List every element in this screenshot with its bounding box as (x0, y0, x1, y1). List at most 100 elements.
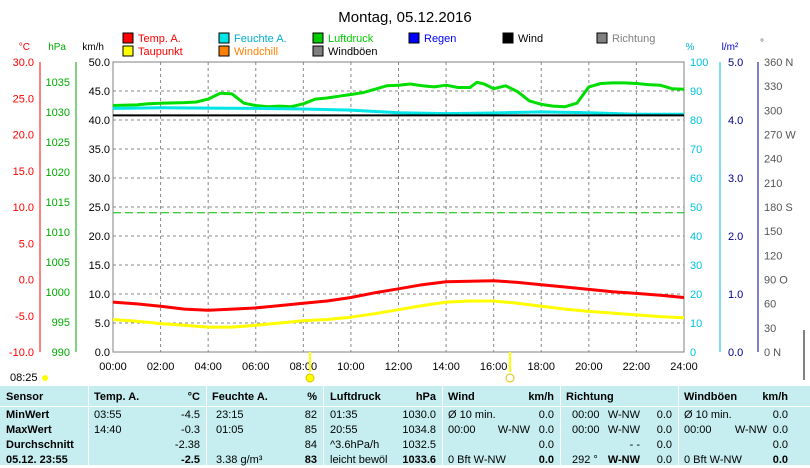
table-cell-luft-time: ^3.6hPa/h (330, 439, 380, 451)
rain-unit: l/m² (722, 42, 739, 53)
table-cell-luft-val: 1030.0 (402, 409, 436, 421)
x-tick-label: 04:00 (194, 361, 222, 373)
pressure-tick-label: 1020 (46, 167, 70, 179)
temp-tick-label: 0.0 (19, 275, 34, 287)
x-tick-label: 08:00 (290, 361, 318, 373)
table-cell-feuchte-time: 23:15 (216, 409, 244, 421)
rain-tick-label: 0.0 (728, 347, 743, 359)
header-feuchte-unit: % (307, 391, 317, 403)
pressure-unit: hPa (48, 42, 66, 53)
table-cell-temp-val: -2.5 (181, 454, 200, 466)
table-cell-richt-num: 0.0 (656, 424, 672, 436)
humidity-tick-label: 40 (690, 231, 702, 243)
humidity-tick-label: 0 (690, 347, 696, 359)
legend-swatch (502, 32, 514, 44)
legend-swatch (218, 32, 230, 44)
table-cell-feuchte-val: 85 (304, 424, 317, 436)
table-cell-boeen-dir: W-NW (734, 424, 767, 436)
pressure-tick-label: 1000 (46, 287, 70, 299)
table-cell-luft-val: 1032.5 (402, 439, 436, 451)
table-cell-boeen-val: 0.0 (772, 424, 788, 436)
humidity-tick-label: 20 (690, 289, 702, 301)
series-line-luftdruck (112, 80, 685, 109)
weather-chart: Montag, 05.12.2016 Temp. A. Feuchte A. Luft… (9, 9, 805, 384)
humidity-tick-label: 10 (690, 318, 702, 330)
legend-label: Wind (518, 33, 543, 45)
wind-tick-label: 10.0 (89, 289, 110, 301)
legend-label: Feuchte A. (234, 33, 287, 45)
temp-tick-label: 10.0 (13, 202, 34, 214)
wind-tick-label: 30.0 (89, 173, 110, 185)
table-cell-boeen-val: 0.0 (772, 439, 788, 451)
pressure-tick-label: 1025 (46, 137, 70, 149)
temp-tick-label: 15.0 (13, 166, 34, 178)
table-cell-feuchte-val: 82 (304, 409, 317, 421)
humidity-tick-label: 100 (690, 57, 708, 69)
direction-tick-label: 0 N (764, 347, 781, 359)
wind-tick-label: 25.0 (89, 202, 110, 214)
legend-swatch (122, 45, 134, 57)
x-tick-label: 20:00 (575, 361, 603, 373)
sunset-icon (505, 373, 515, 383)
wind-tick-label: 5.0 (95, 318, 110, 330)
wind-tick-label: 40.0 (89, 115, 110, 127)
table-cell-temp-val: -2.38 (174, 439, 200, 451)
legend-swatch (122, 32, 134, 44)
header-windboeen-unit: km/h (762, 391, 788, 403)
table-cell-richt-num: 0.0 (656, 454, 672, 466)
temp-tick-label: 5.0 (19, 238, 34, 250)
series-line-taupunkt (112, 299, 685, 329)
humidity-tick-label: 80 (690, 115, 702, 127)
wind-tick-label: 20.0 (89, 231, 110, 243)
legend-swatch (218, 45, 230, 57)
legend-swatch (312, 45, 324, 57)
legend-label: Luftdruck (328, 33, 374, 45)
direction-tick-label: 60 (764, 299, 776, 311)
table-cell-luft-val: 1033.6 (402, 454, 436, 466)
direction-tick-label: 30 (764, 323, 776, 335)
table-cell-wind-val: 0.0 (538, 424, 554, 436)
x-tick-label: 24:00 (670, 361, 698, 373)
table-cell-feuchte-time: 3.38 g/m³ (216, 454, 263, 466)
table-cell-boeen-val: 0.0 (772, 409, 788, 421)
temp-tick-label: 25.0 (13, 93, 34, 105)
table-cell-temp-time: 03:55 (94, 409, 122, 421)
header-feuchte: Feuchte A. (212, 391, 268, 403)
direction-tick-label: 180 S (764, 202, 793, 214)
direction-tick-label: 330 (764, 81, 782, 93)
humidity-tick-label: 70 (690, 144, 702, 156)
pressure-tick-label: 990 (52, 347, 70, 359)
table-cell-wind-time: 00:00 (448, 424, 476, 436)
direction-tick-label: 150 (764, 226, 782, 238)
wind-tick-label: 15.0 (89, 260, 110, 272)
direction-tick-label: 120 (764, 250, 782, 262)
table-cell-wind-val: 0.0 (538, 409, 554, 421)
wind-tick-label: 35.0 (89, 144, 110, 156)
time-marker-label: 08:25 (10, 372, 38, 384)
table-cell-feuchte-val: 84 (304, 439, 317, 451)
legend-swatch (408, 32, 420, 44)
pressure-tick-label: 1035 (46, 77, 70, 89)
x-tick-label: 22:00 (623, 361, 651, 373)
x-tick-label: 12:00 (385, 361, 413, 373)
table-cell-label: 05.12. 23:55 (6, 454, 68, 466)
x-tick-label: 06:00 (242, 361, 270, 373)
legend-label: Taupunkt (138, 46, 183, 58)
table-cell-boeen-time: Ø 10 min. (684, 409, 732, 421)
x-tick-label: 10:00 (337, 361, 365, 373)
table-cell-luft-val: 1034.8 (402, 424, 436, 436)
sunrise-icon (305, 373, 315, 383)
table-cell-luft-time: leicht bewöl (330, 454, 388, 466)
x-tick-label: 02:00 (147, 361, 175, 373)
table-cell-label: Durchschnitt (6, 439, 74, 451)
temp-tick-label: -5.0 (15, 311, 34, 323)
header-wind-unit: km/h (528, 391, 554, 403)
table-cell-boeen-time: 00:00 (684, 424, 712, 436)
x-tick-label: 00:00 (99, 361, 127, 373)
table-cell-temp-val: -0.3 (181, 424, 200, 436)
rain-tick-label: 1.0 (728, 289, 743, 301)
x-tick-label: 14:00 (432, 361, 460, 373)
wind-tick-label: 45.0 (89, 86, 110, 98)
table-cell-richt-time: 292 ° (572, 454, 598, 466)
table-cell-richt-val: W-NW (607, 454, 640, 466)
